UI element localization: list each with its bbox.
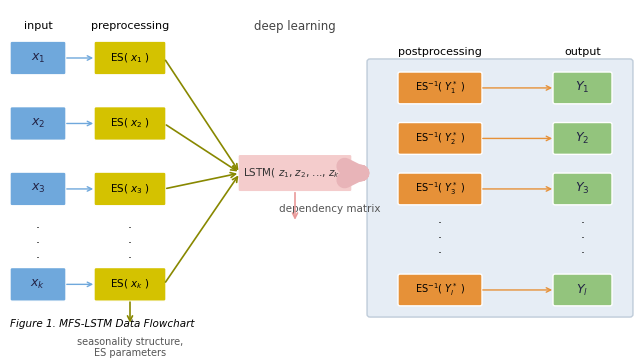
Text: LSTM( $z_1$, $z_2$, ..., $z_k$ ): LSTM( $z_1$, $z_2$, ..., $z_k$ ) [243,166,347,180]
Text: $\mathit{Y}_2$: $\mathit{Y}_2$ [575,131,589,146]
Text: $\mathit{Y}_3$: $\mathit{Y}_3$ [575,182,589,197]
Text: $\mathit{x}_3$: $\mathit{x}_3$ [31,182,45,195]
Text: ES( $\mathit{x}_k$ ): ES( $\mathit{x}_k$ ) [110,277,150,291]
FancyBboxPatch shape [94,41,166,75]
Text: $\mathit{Y}_1$: $\mathit{Y}_1$ [575,81,589,96]
FancyBboxPatch shape [238,154,352,192]
FancyBboxPatch shape [398,122,482,154]
FancyBboxPatch shape [553,173,612,205]
Text: Figure 1. MFS-LSTM Data Flowchart: Figure 1. MFS-LSTM Data Flowchart [10,319,195,329]
FancyBboxPatch shape [553,274,612,306]
Text: .
.
.: . . . [36,218,40,261]
Text: ES( $\mathit{x}_3$ ): ES( $\mathit{x}_3$ ) [110,182,150,196]
Text: preprocessing: preprocessing [91,21,169,31]
Text: ES( $\mathit{x}_1$ ): ES( $\mathit{x}_1$ ) [110,51,150,65]
Text: postprocessing: postprocessing [398,47,482,57]
Text: dependency matrix: dependency matrix [279,204,381,214]
Text: $\mathit{x}_1$: $\mathit{x}_1$ [31,52,45,64]
Text: ES$^{-1}$( $Y_2^*$ ): ES$^{-1}$( $Y_2^*$ ) [415,130,465,147]
Text: $\mathit{Y}_l$: $\mathit{Y}_l$ [577,282,589,297]
Text: .
.
.: . . . [128,218,132,261]
FancyBboxPatch shape [94,107,166,140]
FancyBboxPatch shape [367,59,633,317]
Text: .
.
.: . . . [438,213,442,256]
FancyBboxPatch shape [10,41,66,75]
FancyBboxPatch shape [553,72,612,104]
Text: deep learning: deep learning [254,20,336,33]
FancyBboxPatch shape [398,173,482,205]
Text: output: output [564,47,601,57]
FancyBboxPatch shape [10,172,66,206]
FancyBboxPatch shape [94,172,166,206]
Text: input: input [24,21,52,31]
Text: ES( $\mathit{x}_2$ ): ES( $\mathit{x}_2$ ) [110,117,150,130]
FancyBboxPatch shape [94,267,166,301]
FancyBboxPatch shape [10,107,66,140]
Text: seasonality structure,
ES parameters: seasonality structure, ES parameters [77,337,183,358]
Text: ES$^{-1}$( $Y_3^*$ ): ES$^{-1}$( $Y_3^*$ ) [415,180,465,197]
Text: .
.
.: . . . [580,213,584,256]
FancyBboxPatch shape [553,122,612,154]
Text: $\mathit{x}_2$: $\mathit{x}_2$ [31,117,45,130]
FancyBboxPatch shape [398,72,482,104]
Text: ES$^{-1}$( $Y_l^*$ ): ES$^{-1}$( $Y_l^*$ ) [415,281,465,298]
Text: ES$^{-1}$( $Y_1^*$ ): ES$^{-1}$( $Y_1^*$ ) [415,79,465,96]
Text: $\mathit{x}_k$: $\mathit{x}_k$ [31,278,45,291]
FancyBboxPatch shape [10,267,66,301]
FancyBboxPatch shape [398,274,482,306]
